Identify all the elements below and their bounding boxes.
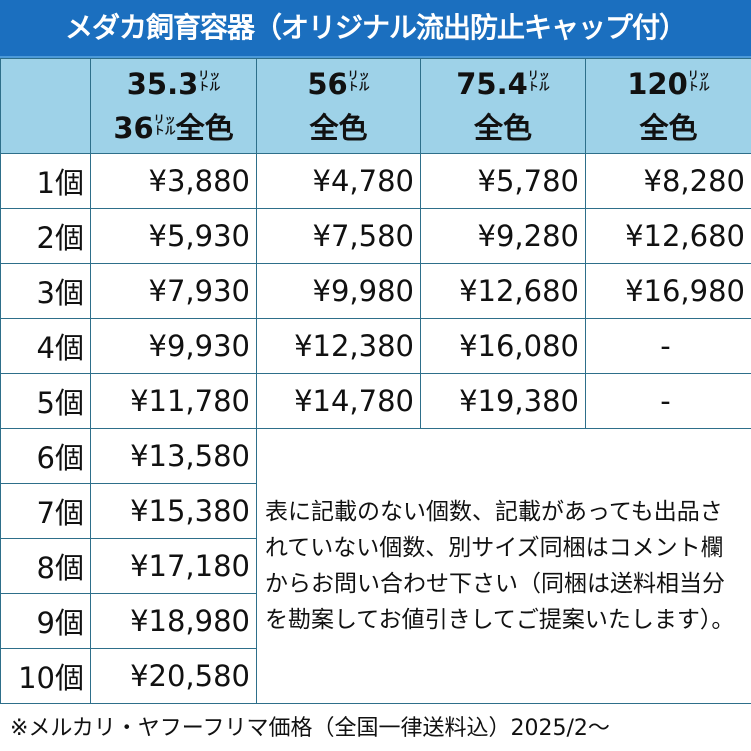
table-row: 10個 ¥20,580 bbox=[0, 648, 751, 704]
price-cell: ¥5,780 bbox=[420, 153, 586, 209]
header-row: 35.3 リッ トル 36 リッ トル 全色 56 リッ トル 全色 75.4 リッ トル 全色 … bbox=[0, 58, 751, 154]
color-label: 全色 bbox=[639, 111, 698, 145]
page-title: メダカ飼育容器（オリジナル流出防止キャップ付） bbox=[0, 0, 751, 58]
count-cell: 8個 bbox=[0, 538, 91, 594]
liter-unit: リッ トル bbox=[153, 113, 176, 137]
price-cell: ¥3,880 bbox=[90, 153, 257, 209]
liter-unit: リッ トル bbox=[687, 69, 710, 93]
count-cell: 2個 bbox=[0, 208, 91, 264]
price-cell: ¥13,580 bbox=[90, 428, 257, 484]
table-row: 2個 ¥5,930 ¥7,580 ¥9,280 ¥12,680 bbox=[0, 208, 751, 264]
table-row: 6個 ¥13,580 表に記載のない個数、記載があっても出品されていない個数、別サイ… bbox=[0, 428, 751, 704]
price-cell: ¥11,780 bbox=[90, 373, 257, 429]
header-35l: 35.3 リッ トル 36 リッ トル 全色 bbox=[90, 58, 257, 154]
count-cell: 6個 bbox=[0, 428, 91, 484]
price-cell: - bbox=[585, 373, 751, 429]
price-cell: ¥7,580 bbox=[256, 208, 421, 264]
price-cell: - bbox=[585, 318, 751, 374]
price-cell: ¥18,980 bbox=[90, 593, 257, 649]
price-cell: ¥5,930 bbox=[90, 208, 257, 264]
color-label: 全色 bbox=[175, 111, 234, 145]
count-cell: 7個 bbox=[0, 483, 91, 539]
liter-unit: リッ トル bbox=[347, 69, 370, 93]
price-cell: ¥16,080 bbox=[420, 318, 586, 374]
price-cell: ¥8,280 bbox=[585, 153, 751, 209]
count-cell: 1個 bbox=[0, 153, 91, 209]
color-label: 全色 bbox=[473, 111, 532, 145]
price-cell: ¥20,580 bbox=[90, 648, 257, 704]
size-label: 35.3 bbox=[126, 67, 199, 101]
price-cell: ¥17,180 bbox=[90, 538, 257, 594]
table-row: 4個 ¥9,930 ¥12,380 ¥16,080- bbox=[0, 318, 751, 374]
price-cell: ¥12,380 bbox=[256, 318, 421, 374]
price-cell: ¥14,780 bbox=[256, 373, 421, 429]
price-cell: ¥19,380 bbox=[420, 373, 586, 429]
table-row: 7個 ¥15,380 bbox=[0, 483, 751, 539]
count-cell: 10個 bbox=[0, 648, 91, 704]
color-label: 全色 bbox=[309, 111, 368, 145]
price-cell: ¥7,930 bbox=[90, 263, 257, 319]
table-row: 5個 ¥11,780 ¥14,780 ¥19,380- bbox=[0, 373, 751, 429]
price-cell: ¥15,380 bbox=[90, 483, 257, 539]
count-cell: 5個 bbox=[0, 373, 91, 429]
count-cell: 4個 bbox=[0, 318, 91, 374]
price-cell: ¥12,680 bbox=[420, 263, 586, 319]
table-row: 1個 ¥3,880 ¥4,780 ¥5,780 ¥8,280 bbox=[0, 153, 751, 209]
price-cell: ¥4,780 bbox=[256, 153, 421, 209]
header-corner bbox=[0, 58, 91, 154]
header-75l: 75.4 リッ トル 全色 bbox=[420, 58, 586, 154]
note-cell: 表に記載のない個数、記載があっても出品されていない個数、別サイズ同梱はコメント欄… bbox=[256, 428, 751, 704]
size-label: 56 bbox=[307, 67, 348, 101]
footer-note: ※メルカリ・ヤフーフリマ価格（全国一律送料込）2025/2〜 bbox=[10, 716, 610, 741]
count-cell: 9個 bbox=[0, 593, 91, 649]
table-row: 9個 ¥18,980 bbox=[0, 593, 751, 649]
header-120l: 120 リッ トル 全色 bbox=[585, 58, 751, 154]
count-cell: 3個 bbox=[0, 263, 91, 319]
price-cell: ¥9,930 bbox=[90, 318, 257, 374]
header-56l: 56 リッ トル 全色 bbox=[256, 58, 421, 154]
size-label: 120 bbox=[627, 67, 688, 101]
price-cell: ¥16,980 bbox=[585, 263, 751, 319]
price-table: 35.3 リッ トル 36 リッ トル 全色 56 リッ トル 全色 75.4 リッ トル 全色 … bbox=[0, 58, 751, 704]
size-label: 75.4 bbox=[456, 67, 528, 101]
price-cell: ¥12,680 bbox=[585, 208, 751, 264]
price-cell: ¥9,980 bbox=[256, 263, 421, 319]
liter-unit: リッ トル bbox=[198, 69, 221, 93]
size-label: 36 bbox=[113, 111, 154, 145]
liter-unit: リッ トル bbox=[527, 69, 550, 93]
price-cell: ¥9,280 bbox=[420, 208, 586, 264]
table-row: 3個 ¥7,930 ¥9,980 ¥12,680 ¥16,980 bbox=[0, 263, 751, 319]
